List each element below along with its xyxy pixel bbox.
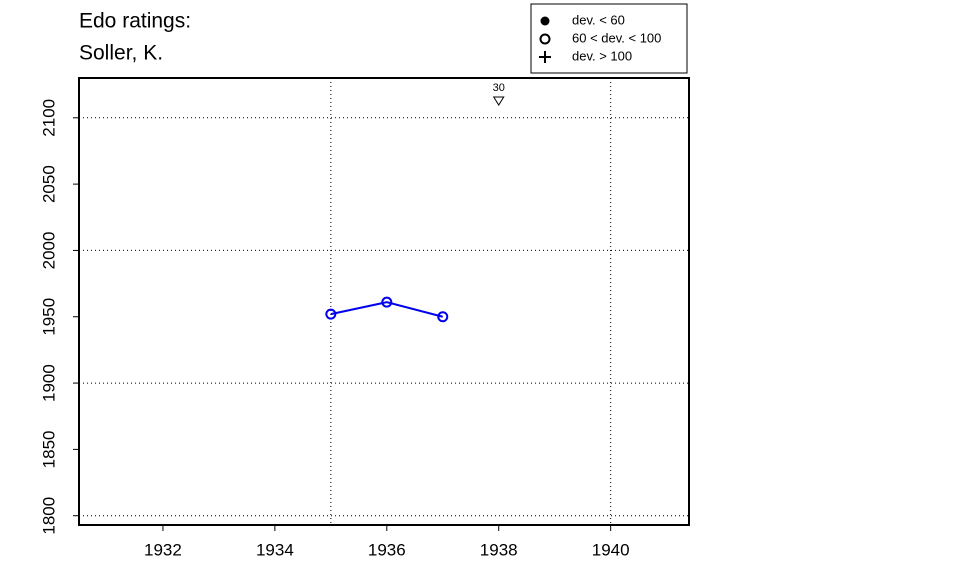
legend-label: dev. < 60 — [572, 12, 625, 27]
annotation-label: 30 — [493, 82, 505, 94]
line — [330, 301, 444, 318]
y-tick-label: 1850 — [39, 430, 58, 468]
marker — [539, 51, 551, 63]
legend-label: 60 < dev. < 100 — [572, 30, 661, 45]
y-tick-label: 2100 — [39, 99, 58, 137]
chart-title: Soller, K. — [79, 42, 163, 65]
y-tick-label: 1950 — [39, 298, 58, 336]
y-tick-label: 2050 — [39, 165, 58, 203]
marker — [325, 308, 337, 320]
y-tick-label: 1900 — [39, 364, 58, 402]
marker — [381, 296, 393, 308]
y-tick-label: 2000 — [39, 232, 58, 270]
x-tick-label: 1936 — [368, 540, 406, 559]
marker — [437, 311, 449, 323]
legend-box — [530, 3, 688, 74]
legend-label: dev. > 100 — [572, 48, 632, 63]
x-tick-label: 1934 — [256, 540, 294, 559]
chart-title: Edo ratings: — [79, 10, 191, 33]
x-tick-label: 1932 — [144, 540, 182, 559]
marker — [540, 16, 550, 26]
plot-frame — [78, 77, 690, 526]
marker — [539, 33, 551, 45]
x-tick-label: 1940 — [592, 540, 630, 559]
y-tick-label: 1800 — [39, 497, 58, 535]
marker — [492, 96, 505, 106]
x-tick-label: 1938 — [480, 540, 518, 559]
